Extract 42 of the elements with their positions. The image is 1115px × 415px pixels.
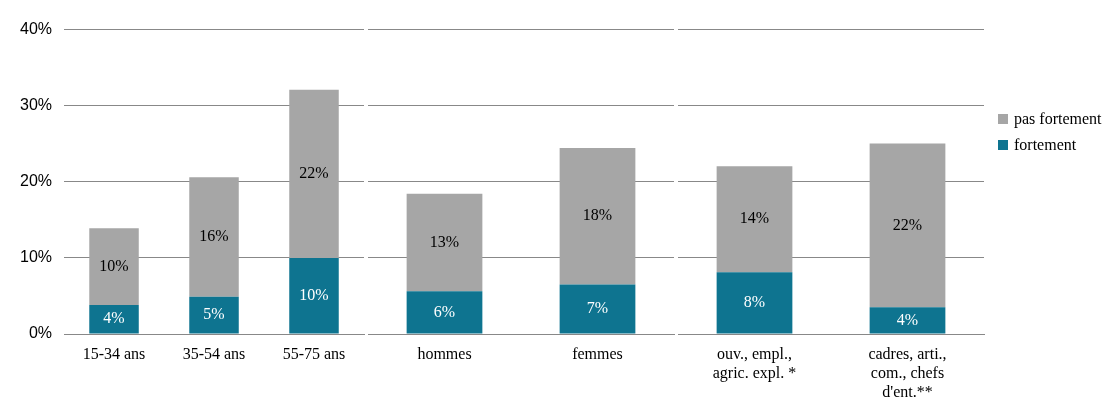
bar xyxy=(189,296,239,334)
bar xyxy=(89,228,139,306)
x-tick-label: ouv., empl., agric. expl. * xyxy=(712,344,797,382)
data-label: 8% xyxy=(743,293,766,311)
legend-label: fortement xyxy=(1014,136,1077,154)
y-tick-label: 20% xyxy=(19,172,53,190)
x-tick-label: cadres, arti., com., chefs d'ent.** xyxy=(868,344,947,401)
y-tick-label: 40% xyxy=(19,20,53,38)
y-tick-label: 10% xyxy=(19,248,53,266)
bar xyxy=(89,305,139,334)
y-tick-label: 30% xyxy=(19,96,53,114)
data-label: 4% xyxy=(896,310,919,328)
data-label: 22% xyxy=(299,164,329,182)
x-tick-label: hommes xyxy=(417,344,472,362)
x-tick-label: 55-75 ans xyxy=(282,344,346,362)
bar xyxy=(559,147,636,285)
data-label: 10% xyxy=(299,285,329,303)
x-tick-label: 35-54 ans xyxy=(182,344,246,362)
data-label: 7% xyxy=(586,299,609,317)
bar xyxy=(406,291,483,334)
data-label: 5% xyxy=(203,305,225,323)
bar xyxy=(716,272,793,334)
bar xyxy=(716,166,793,273)
bar xyxy=(869,143,946,308)
data-label: 13% xyxy=(429,232,460,250)
bar xyxy=(289,89,339,258)
data-label: 10% xyxy=(99,256,129,274)
data-label: 6% xyxy=(433,302,456,320)
x-tick-label: 15-34 ans xyxy=(82,344,146,362)
bar xyxy=(189,177,239,297)
legend-label: pas fortement xyxy=(1014,110,1102,128)
bar xyxy=(406,193,483,292)
bar xyxy=(869,307,946,334)
data-label: 18% xyxy=(582,206,613,224)
data-label: 22% xyxy=(892,215,923,233)
y-tick-label: 0% xyxy=(28,324,53,342)
bar xyxy=(289,257,339,334)
data-label: 16% xyxy=(199,227,229,245)
x-tick-label: femmes xyxy=(572,344,623,362)
bar xyxy=(559,284,636,334)
data-label: 14% xyxy=(739,209,770,227)
data-label: 4% xyxy=(103,309,125,327)
